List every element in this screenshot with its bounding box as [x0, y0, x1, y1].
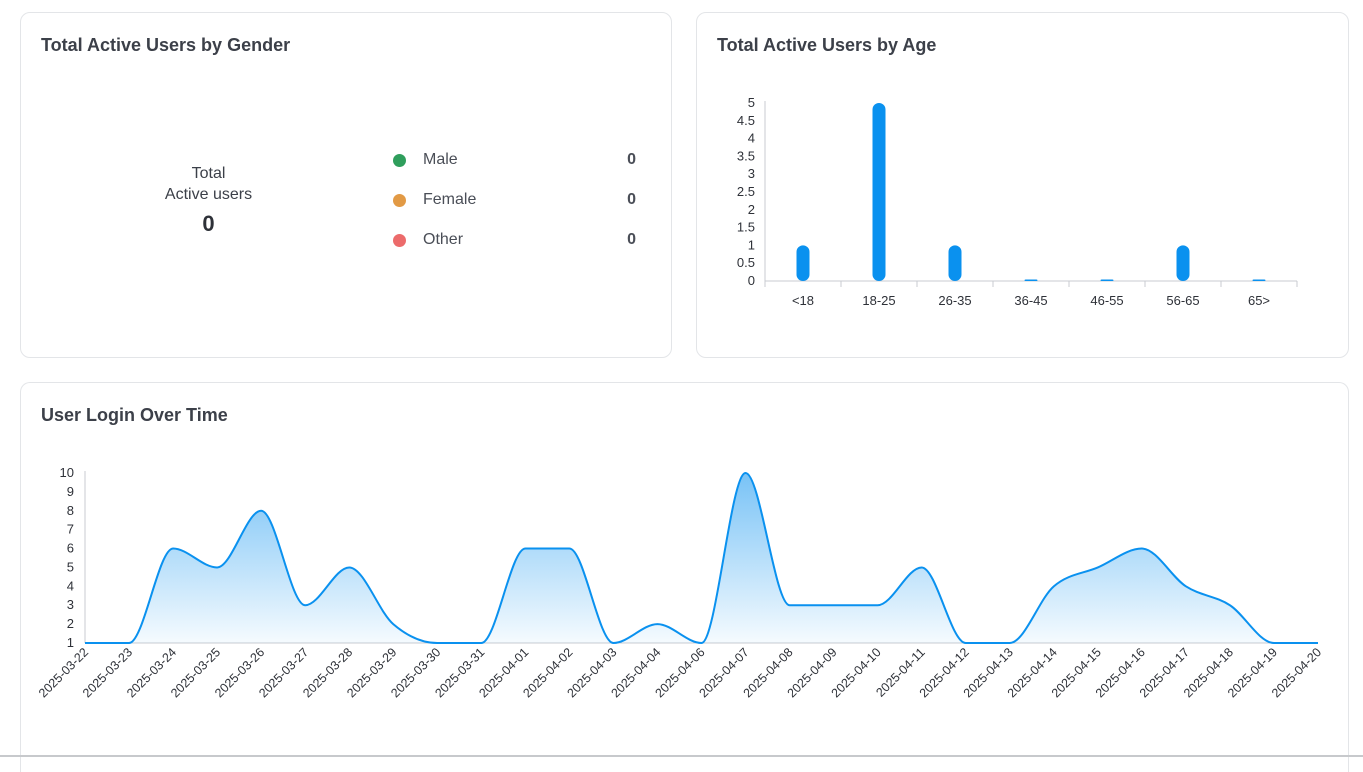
- total-label-line2: Active users: [164, 186, 253, 203]
- y-tick-label: 8: [67, 503, 74, 518]
- y-tick-label: 3.5: [737, 148, 755, 163]
- x-tick-label: 36-45: [1014, 293, 1047, 308]
- login-card: User Login Over Time 1 2 3 4 5 6 7 8 9 10 2025-03-…: [20, 382, 1349, 772]
- x-tick-label: 26-35: [938, 293, 971, 308]
- y-tick-label: 2: [67, 616, 74, 631]
- legend-item-other: Other 0: [391, 231, 636, 271]
- total-value: 0: [202, 211, 215, 236]
- y-tick-label: 0: [748, 273, 755, 288]
- x-tick-label: 18-25: [862, 293, 895, 308]
- other-dot-icon: [393, 234, 406, 247]
- login-area-fill: [85, 473, 1318, 643]
- x-tick-label: 46-55: [1090, 293, 1123, 308]
- y-tick-label: 9: [67, 484, 74, 499]
- legend-count: 0: [627, 191, 636, 208]
- y-tick-label: 4: [67, 578, 74, 593]
- total-active-users: Total Active users 0: [141, 163, 276, 237]
- y-tick-label: 4.5: [737, 113, 755, 128]
- age-bar: [948, 245, 962, 281]
- male-dot-icon: [393, 154, 406, 167]
- legend-label: Other: [423, 231, 464, 248]
- age-bar-chart: 0 0.5 1 1.5 2 2.5 3 3.5 4 4.5 5 <18 18-25 26-35 36-45 4…: [737, 95, 1298, 308]
- age-bar: [1024, 279, 1038, 281]
- gender-legend: Male 0 Female 0 Other 0: [391, 151, 636, 271]
- y-tick-label: 0.5: [737, 255, 755, 270]
- page-bottom-divider: [0, 755, 1363, 757]
- total-label-line1: Total: [191, 165, 226, 182]
- gender-card: Total Active Users by Gender Total Activ…: [20, 12, 672, 358]
- y-tick-label: 10: [60, 465, 74, 480]
- legend-item-male: Male 0: [391, 151, 636, 191]
- age-bar: [796, 245, 810, 281]
- female-dot-icon: [393, 194, 406, 207]
- x-tick-label: <18: [792, 293, 814, 308]
- login-card-title: User Login Over Time: [41, 405, 228, 425]
- gender-card-title: Total Active Users by Gender: [41, 35, 291, 55]
- y-tick-label: 3: [67, 597, 74, 612]
- legend-count: 0: [627, 231, 636, 248]
- age-bar: [872, 103, 886, 281]
- legend-count: 0: [627, 151, 636, 168]
- y-tick-label: 2.5: [737, 184, 755, 199]
- y-tick-label: 5: [748, 95, 755, 110]
- legend-label: Male: [423, 151, 458, 168]
- login-series-line: [85, 471, 1318, 645]
- y-tick-label: 5: [67, 559, 74, 574]
- age-card: Total Active Users by Age 0 0.5 1 1.5 2 2.5 3 3…: [696, 12, 1349, 358]
- age-bar: [1100, 279, 1114, 281]
- age-card-title: Total Active Users by Age: [717, 35, 937, 55]
- legend-item-female: Female 0: [391, 191, 636, 231]
- age-bar: [1176, 245, 1190, 281]
- y-tick-label: 1: [748, 237, 755, 252]
- y-tick-label: 4: [748, 131, 755, 146]
- age-bar: [1252, 279, 1266, 281]
- y-tick-label: 3: [748, 166, 755, 181]
- y-tick-label: 7: [67, 522, 74, 537]
- x-tick-label: 56-65: [1166, 293, 1199, 308]
- legend-label: Female: [423, 191, 477, 208]
- y-tick-label: 1: [67, 635, 74, 650]
- y-tick-label: 6: [67, 541, 74, 556]
- x-tick-label: 65>: [1248, 293, 1270, 308]
- login-area-chart: 123456789102025-03-222025-03-232025-03-2…: [36, 465, 1324, 700]
- y-tick-label: 2: [748, 202, 755, 217]
- y-tick-label: 1.5: [737, 220, 755, 235]
